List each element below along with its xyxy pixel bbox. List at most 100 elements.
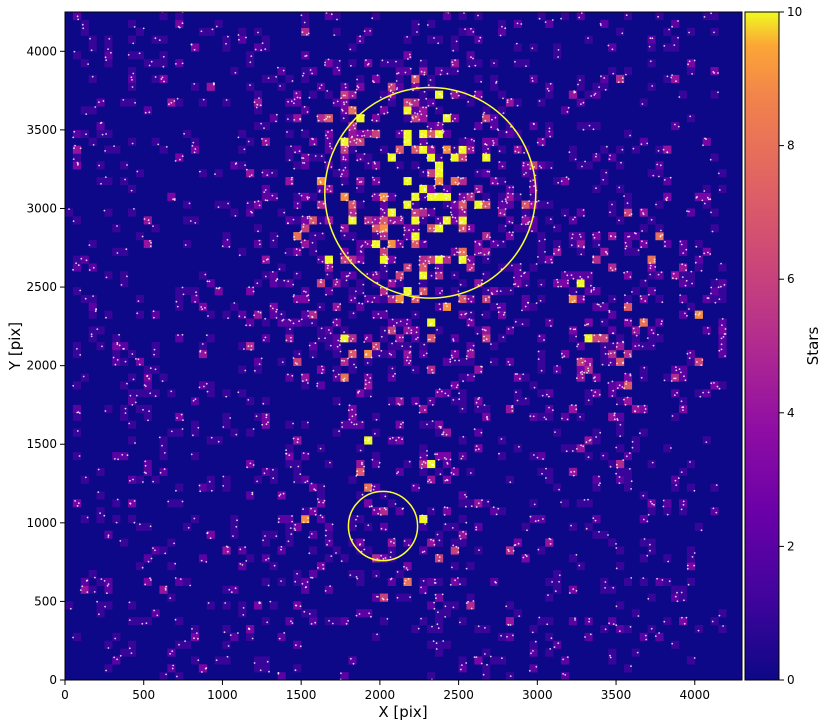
heatmap-cell [671, 122, 680, 131]
star-point [529, 515, 532, 518]
heatmap-cell [592, 389, 601, 398]
star-point [291, 515, 293, 517]
star-point [656, 577, 658, 580]
star-point [307, 310, 309, 312]
star-point [306, 421, 309, 424]
star-point [174, 577, 177, 579]
star-point [239, 548, 242, 551]
star-point [317, 258, 320, 261]
heatmap-cell [269, 562, 278, 571]
star-point [310, 623, 313, 625]
star-point [452, 606, 455, 609]
star-point [229, 634, 232, 636]
star-point [163, 452, 166, 454]
star-point [609, 656, 612, 659]
star-point [612, 586, 615, 589]
heatmap-cell [450, 200, 459, 209]
star-point [313, 488, 316, 491]
star-point [322, 567, 325, 570]
heatmap-cell [88, 326, 97, 335]
star-point [75, 262, 77, 265]
heatmap-cell [88, 137, 97, 146]
star-point [645, 242, 648, 244]
star-point [529, 415, 532, 417]
heatmap-cell [686, 302, 696, 311]
heatmap-cell [419, 585, 428, 594]
heatmap-cell [190, 294, 200, 304]
star-point [706, 297, 709, 299]
heatmap-cell [332, 617, 341, 626]
heatmap-cell [72, 381, 82, 390]
star-point [384, 528, 387, 531]
heatmap-cell [647, 342, 656, 351]
star-point [718, 349, 721, 352]
star-point [486, 234, 489, 236]
star-point [261, 42, 264, 45]
star-point [252, 464, 255, 466]
heatmap-cell [96, 609, 105, 618]
heatmap-cell [348, 43, 357, 52]
star-point [409, 108, 412, 111]
star-point [319, 180, 322, 183]
star-point [303, 290, 305, 293]
star-point [351, 135, 354, 138]
star-point [581, 373, 584, 376]
heatmap-cell [348, 569, 357, 579]
star-point [298, 320, 300, 322]
star-point [371, 129, 374, 132]
heatmap-cell [151, 35, 160, 44]
star-point [465, 533, 467, 535]
star-point [310, 482, 313, 485]
star-point [572, 588, 575, 590]
star-point [503, 311, 506, 314]
heatmap-cell [411, 216, 420, 225]
heatmap-cell [230, 514, 239, 524]
star-point [640, 143, 643, 146]
heatmap-cell [560, 412, 570, 421]
star-point [372, 273, 375, 276]
star-point [613, 418, 616, 421]
heatmap-cell [497, 200, 507, 209]
heatmap-cell [356, 538, 365, 547]
heatmap-cell [584, 499, 593, 508]
heatmap-cell [127, 373, 137, 382]
star-point [418, 411, 421, 414]
star-point [408, 177, 411, 180]
star-point [291, 520, 293, 523]
star-point [421, 133, 423, 135]
star-point [68, 208, 70, 211]
star-point [441, 95, 444, 98]
star-point [495, 80, 498, 83]
star-point [632, 147, 635, 150]
heatmap-cell [411, 624, 420, 634]
star-point [534, 640, 537, 643]
heatmap-cell [639, 239, 648, 249]
star-point [133, 208, 135, 210]
star-point [222, 485, 225, 487]
heatmap-cell [364, 27, 373, 36]
star-point [457, 94, 460, 97]
heatmap-cell [671, 365, 680, 374]
star-point [380, 106, 382, 108]
heatmap-cell [663, 27, 672, 36]
heatmap-cell [403, 129, 412, 139]
heatmap-cell [545, 19, 554, 29]
star-point [343, 340, 346, 342]
heatmap-cell [348, 59, 357, 68]
star-point [358, 613, 361, 615]
star-point [339, 340, 342, 342]
heatmap-cell [206, 530, 215, 539]
star-point [423, 71, 426, 74]
heatmap-cell [592, 514, 601, 524]
heatmap-cell [710, 294, 719, 304]
star-point [189, 220, 192, 222]
heatmap-cell [623, 397, 633, 406]
heatmap-cell [592, 302, 601, 311]
star-point [403, 233, 405, 236]
star-point [304, 55, 307, 57]
heatmap-cell [686, 208, 696, 217]
star-point [511, 410, 514, 412]
star-point [478, 396, 481, 399]
heatmap-cell [364, 357, 373, 366]
star-point [525, 65, 527, 67]
